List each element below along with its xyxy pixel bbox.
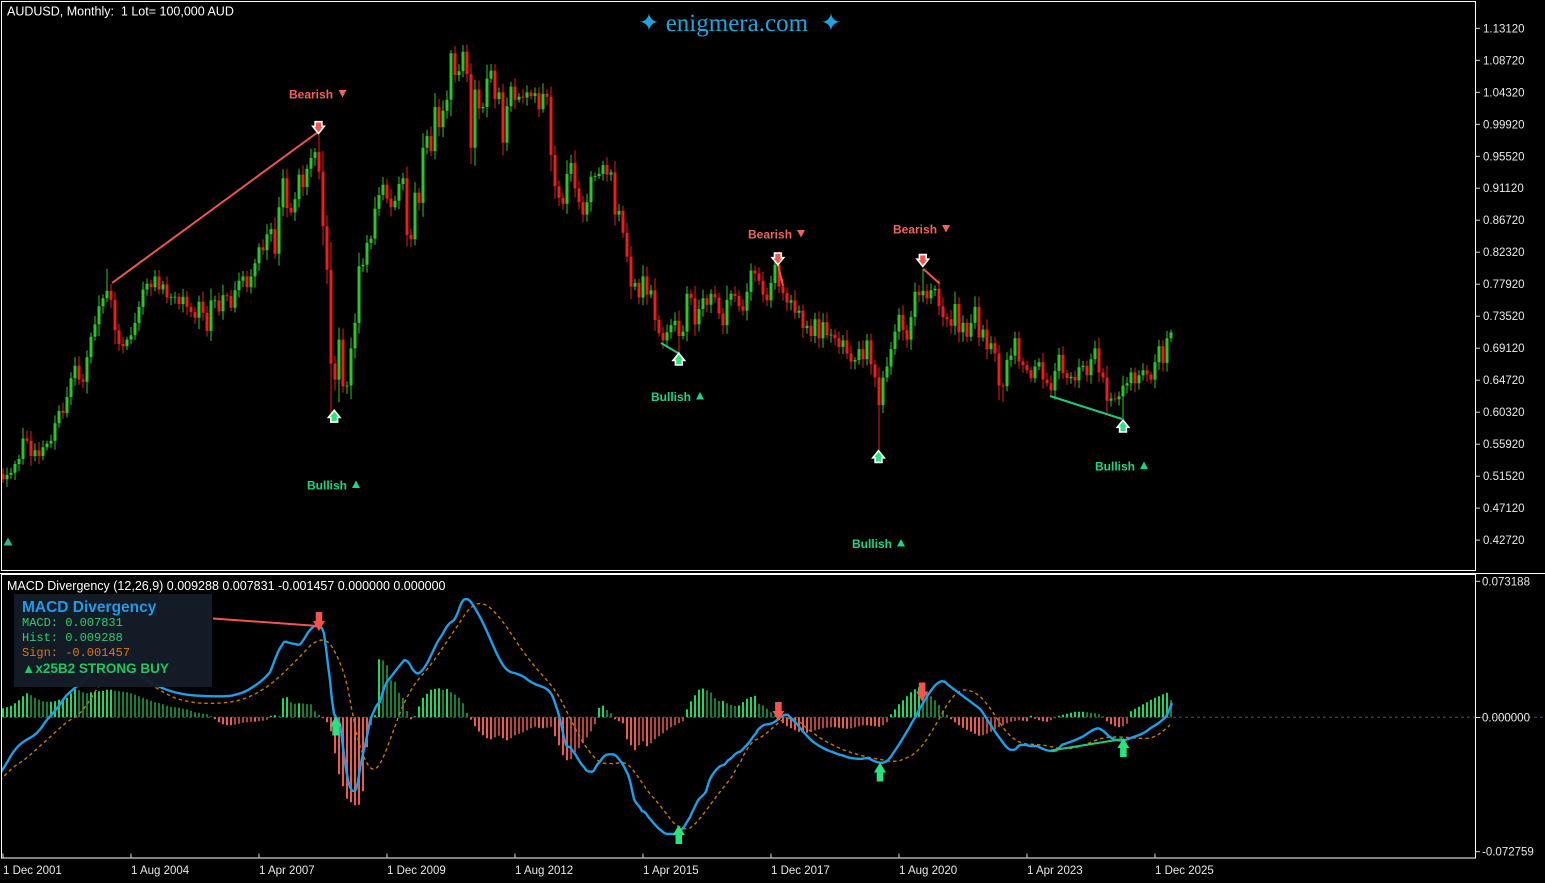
svg-text:AUDUSD, Monthly: 1 Lot= 100,0: AUDUSD, Monthly: 1 Lot= 100,000 AUD <box>7 5 234 19</box>
svg-text:0.073188: 0.073188 <box>1482 576 1530 588</box>
svg-text:1 Aug 2020: 1 Aug 2020 <box>899 865 957 877</box>
svg-text:1 Apr 2015: 1 Apr 2015 <box>643 865 699 877</box>
svg-text:1 Dec 2001: 1 Dec 2001 <box>3 865 62 877</box>
svg-text:-0.072759: -0.072759 <box>1482 847 1534 859</box>
svg-text:Sign: -0.001457: Sign: -0.001457 <box>22 646 130 660</box>
svg-text:1 Dec 2017: 1 Dec 2017 <box>771 865 830 877</box>
svg-text:0.42720: 0.42720 <box>1483 535 1525 547</box>
svg-text:MACD: 0.007831: MACD: 0.007831 <box>22 616 123 630</box>
svg-text:1 Apr 2023: 1 Apr 2023 <box>1027 865 1083 877</box>
svg-text:Bearish: Bearish <box>893 223 937 237</box>
svg-text:Bearish: Bearish <box>748 228 792 242</box>
svg-text:0.000000: 0.000000 <box>1482 713 1530 725</box>
svg-text:0.47120: 0.47120 <box>1483 503 1525 515</box>
svg-text:1 Dec 2009: 1 Dec 2009 <box>387 865 446 877</box>
svg-text:Bullish: Bullish <box>307 479 347 493</box>
svg-text:0.64720: 0.64720 <box>1483 375 1525 387</box>
svg-text:1 Aug 2004: 1 Aug 2004 <box>131 865 190 877</box>
svg-text:0.86720: 0.86720 <box>1483 215 1525 227</box>
svg-text:Bullish: Bullish <box>651 390 691 404</box>
svg-text:MACD Divergency: MACD Divergency <box>22 599 157 616</box>
svg-text:Bearish: Bearish <box>289 88 333 102</box>
svg-text:0.82320: 0.82320 <box>1483 247 1525 259</box>
svg-text:Bullish: Bullish <box>1095 460 1135 474</box>
svg-text:0.77920: 0.77920 <box>1483 279 1525 291</box>
svg-text:Hist: 0.009288: Hist: 0.009288 <box>22 631 123 645</box>
svg-text:0.60320: 0.60320 <box>1483 407 1525 419</box>
svg-text:0.69120: 0.69120 <box>1483 343 1525 355</box>
svg-text:Bullish: Bullish <box>852 537 892 551</box>
svg-text:0.73520: 0.73520 <box>1483 311 1525 323</box>
svg-text:0.51520: 0.51520 <box>1483 471 1525 483</box>
svg-text:1.08720: 1.08720 <box>1483 55 1525 67</box>
svg-text:1.13120: 1.13120 <box>1483 23 1525 35</box>
svg-text:MACD Divergency (12,26,9) 0.00: MACD Divergency (12,26,9) 0.009288 0.007… <box>7 579 446 593</box>
svg-text:✦ enigmera.com ✦: ✦ enigmera.com ✦ <box>639 10 842 37</box>
svg-text:0.95520: 0.95520 <box>1483 151 1525 163</box>
svg-text:1 Dec 2025: 1 Dec 2025 <box>1155 865 1214 877</box>
svg-text:0.99920: 0.99920 <box>1483 119 1525 131</box>
svg-text:1.04320: 1.04320 <box>1483 87 1525 99</box>
svg-text:0.55920: 0.55920 <box>1483 439 1525 451</box>
svg-text:0.91120: 0.91120 <box>1483 183 1524 195</box>
svg-text:1 Apr 2007: 1 Apr 2007 <box>259 865 315 877</box>
svg-text:1 Aug 2012: 1 Aug 2012 <box>515 865 573 877</box>
svg-text:▲x25B2 STRONG BUY: ▲x25B2 STRONG BUY <box>22 661 169 676</box>
